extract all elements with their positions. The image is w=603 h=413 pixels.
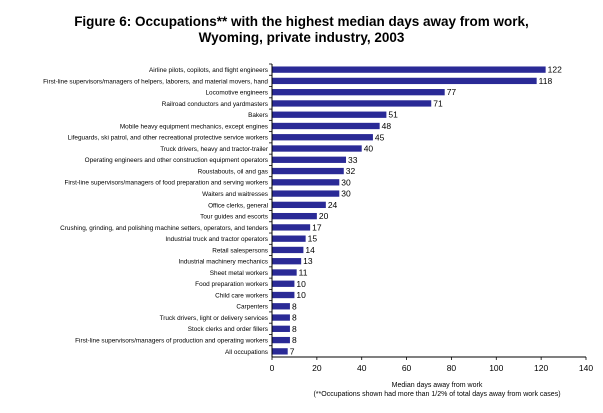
bar [272, 134, 373, 141]
bar-value-label: 33 [348, 155, 358, 165]
x-tick-label: 20 [312, 363, 322, 373]
category-label: First-line supervisors/managers of food … [64, 180, 268, 187]
bar [272, 66, 546, 73]
bar [272, 201, 326, 209]
bar-value-label: 17 [312, 222, 322, 232]
bar-value-label: 40 [364, 144, 374, 154]
bar-value-label: 8 [292, 313, 297, 323]
bar [272, 314, 290, 321]
bar-value-label: 20 [319, 211, 329, 221]
category-label: All occupations [225, 349, 268, 356]
bar [272, 190, 340, 197]
bar [272, 258, 302, 265]
x-tick-label: 40 [357, 363, 367, 373]
category-label: Truck drivers, heavy and tractor-trailer [160, 146, 269, 153]
bar [272, 89, 445, 96]
category-label: Locomotive engineers [205, 90, 268, 97]
category-label: Carpenters [236, 304, 268, 311]
bar-value-label: 10 [296, 279, 306, 289]
bar [272, 167, 344, 175]
category-label: First-line supervisors/managers of produ… [75, 338, 268, 345]
bar [272, 77, 537, 85]
x-tick-label: 80 [447, 363, 457, 373]
bar [272, 325, 290, 332]
category-label: Mobile heavy equipment mechanics, except… [120, 123, 268, 130]
bar [272, 122, 380, 130]
bar-value-label: 24 [328, 200, 338, 210]
axis-layer: Airline pilots, copilots, and flight eng… [43, 63, 593, 373]
bar [272, 291, 295, 299]
category-label: Retail salespersons [212, 247, 268, 254]
category-label: Food preparation workers [195, 281, 268, 288]
x-tick-label: 100 [489, 363, 503, 373]
bar [272, 348, 288, 355]
footnote: (**Occupations shown had more than 1/2% … [313, 391, 561, 398]
bar-value-label: 10 [296, 290, 306, 300]
bar-value-label: 30 [341, 177, 351, 187]
bar-value-label: 11 [299, 267, 308, 277]
chart-title-line-1: Figure 6: Occupations** with the highest… [74, 14, 529, 29]
bar-value-label: 118 [539, 76, 553, 86]
bar-value-label: 32 [346, 166, 356, 176]
bar-value-label: 30 [341, 189, 351, 199]
bar [272, 145, 362, 152]
category-label: Truck drivers, light or delivery service… [160, 315, 268, 322]
category-label: Stock clerks and order fillers [188, 326, 268, 333]
category-label: Lifeguards, ski patrol, and other recrea… [68, 135, 268, 142]
bar-value-label: 15 [308, 234, 318, 244]
category-label: Railroad conductors and yardmasters [162, 101, 268, 108]
bar-value-label: 8 [292, 335, 297, 345]
bar [272, 100, 432, 107]
bar-value-label: 48 [382, 121, 392, 131]
bar-value-label: 14 [305, 245, 315, 255]
bar [272, 212, 317, 220]
category-label: Industrial truck and tractor operators [165, 236, 268, 243]
chart-title: Figure 6: Occupations** with the highest… [0, 14, 603, 46]
x-tick-label: 60 [402, 363, 412, 373]
x-tick-label: 0 [270, 363, 275, 373]
bar [272, 111, 387, 118]
bar-value-label: 8 [292, 301, 297, 311]
bar [272, 224, 311, 231]
category-label: Sheet metal workers [210, 270, 268, 277]
bar-value-label: 77 [447, 87, 457, 97]
bar-value-label: 51 [388, 110, 398, 120]
bar [272, 179, 340, 186]
category-label: Waiters and waitresses [202, 191, 268, 198]
category-label: Bakers [248, 112, 268, 119]
category-label: First-line supervisors/managers of helpe… [43, 78, 268, 85]
category-label: Office clerks, general [208, 202, 268, 209]
x-tick-label: 140 [579, 363, 593, 373]
category-label: Airline pilots, copilots, and flight eng… [149, 67, 268, 74]
bar-value-label: 8 [292, 324, 297, 334]
bars-layer: 1221187771514845403332303024201715141311… [272, 65, 562, 356]
bar [272, 336, 290, 344]
bar-value-label: 7 [290, 346, 295, 356]
bar-value-label: 71 [433, 98, 443, 108]
category-label: Child care workers [215, 292, 268, 299]
bar-value-label: 13 [303, 256, 313, 266]
category-label: Roustabouts, oil and gas [198, 168, 268, 175]
category-label: Tour guides and escorts [200, 214, 268, 221]
category-label: Industrial machinery mechanics [178, 259, 268, 266]
bar [272, 269, 297, 276]
category-label: Operating engineers and other constructi… [85, 157, 268, 164]
bar [272, 235, 306, 242]
x-axis-label: Median days away from work [391, 382, 483, 389]
bar [272, 280, 295, 287]
x-tick-label: 120 [534, 363, 548, 373]
bar-value-label: 122 [548, 65, 562, 75]
bar-value-label: 45 [375, 132, 385, 142]
bar [272, 156, 347, 163]
bar [272, 246, 304, 254]
chart-title-line-2: Wyoming, private industry, 2003 [198, 30, 405, 45]
category-label: Crushing, grinding, and polishing machin… [60, 225, 268, 232]
bar [272, 303, 290, 310]
